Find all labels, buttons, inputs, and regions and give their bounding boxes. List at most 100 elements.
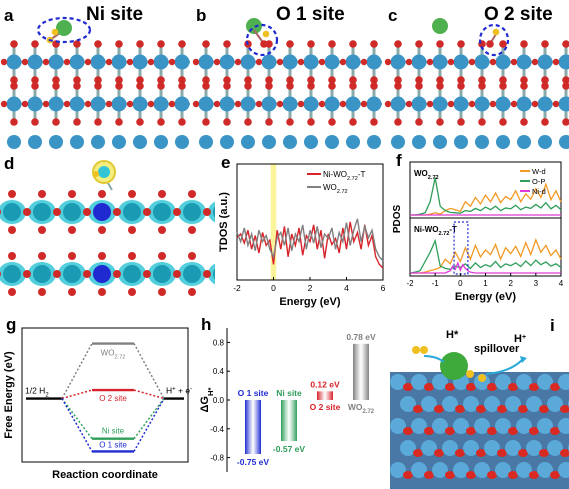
h-atom [466, 370, 474, 378]
w-atom [390, 96, 406, 112]
w-atom [63, 265, 81, 283]
panel-letter: f [396, 152, 402, 170]
w-atom [6, 96, 22, 112]
w-atom [283, 135, 297, 149]
w-atom [90, 54, 106, 70]
o-atom [457, 76, 465, 84]
structure-ni-site [0, 16, 190, 149]
o-atom [136, 76, 144, 84]
w-atom [526, 396, 542, 412]
w-atom [174, 96, 190, 112]
w-atom [433, 135, 447, 149]
o-atom [68, 288, 76, 296]
o-atom [541, 40, 549, 48]
o-atom [136, 118, 144, 126]
o-atom [38, 190, 46, 198]
o-atom [286, 40, 294, 48]
structure-o1-site [192, 18, 382, 149]
arrow-release [485, 359, 523, 375]
panel-title: O 2 site [484, 4, 553, 25]
o-atom [552, 58, 560, 66]
o-atom [223, 40, 231, 48]
w-atom [69, 54, 85, 70]
w-atom [517, 135, 531, 149]
o-atom [52, 76, 60, 84]
o-atom [213, 100, 221, 108]
w-atom [240, 96, 256, 112]
x-tick-label: -2 [406, 279, 414, 288]
h-atom [412, 346, 420, 354]
o-atom [426, 58, 434, 66]
o-atom [499, 76, 507, 84]
o-atom [178, 82, 186, 90]
panel-letter: i [550, 316, 555, 335]
legend-label: WO2.72 [323, 183, 348, 195]
w-atom [48, 96, 64, 112]
w-atom [411, 54, 427, 70]
o-atom [529, 471, 539, 479]
x-axis-label: Energy (eV) [455, 291, 516, 303]
panel-b: b O 1 site [192, 0, 382, 150]
h-atom [98, 166, 110, 178]
connector [61, 398, 93, 452]
w-atom [153, 203, 171, 221]
o-atom [455, 449, 465, 457]
w-atom [463, 440, 479, 456]
o-atom [157, 82, 165, 90]
w-atom [526, 440, 542, 456]
o-atom [499, 40, 507, 48]
panel-d: d [0, 152, 215, 307]
w-atom [3, 203, 21, 221]
o-atom [10, 118, 18, 126]
highlight-ring [478, 23, 510, 57]
w-atom [547, 396, 563, 412]
panel-c: c O 2 site [384, 0, 569, 150]
o-atom [128, 288, 136, 296]
o-atom [403, 383, 413, 391]
y-tick-label: 0.0 [213, 396, 225, 405]
start-label: 1/2 H2 [25, 386, 49, 399]
panel-e: -2 0 2 4 6 Energy (eV) TDOS (a.u.) Ni-WO2.72-T W… [215, 152, 390, 310]
o-atom [10, 40, 18, 48]
o-atom [508, 383, 518, 391]
w-atom [93, 265, 111, 283]
plot-frame [21, 327, 189, 463]
o-atom [510, 100, 518, 108]
x-axis-label: Reaction coordinate [52, 469, 158, 481]
h-atom [51, 28, 59, 36]
o-atom [436, 40, 444, 48]
o-atom [84, 58, 92, 66]
w-atom [537, 54, 553, 70]
o-atom [0, 100, 8, 108]
bar-value-label: -0.75 eV [237, 457, 269, 467]
w-atom [474, 418, 490, 434]
o-atom [98, 190, 106, 198]
o-atom [415, 82, 423, 90]
end-label: H+ + e- [166, 386, 192, 396]
label-hstar: H* [446, 329, 459, 341]
w-atom [421, 396, 437, 412]
o-atom [468, 58, 476, 66]
fermi-box [453, 221, 469, 275]
highlight-ring [245, 23, 279, 57]
w-atom [48, 54, 64, 70]
h-atom [93, 171, 99, 177]
o-atom [445, 471, 455, 479]
w-atom [400, 396, 416, 412]
x-tick-label: -1 [432, 279, 440, 288]
o-atom [147, 58, 155, 66]
o-atom [173, 208, 181, 216]
w-atom [538, 135, 552, 149]
o-atom [508, 427, 518, 435]
o-atom [192, 100, 200, 108]
h-atom [420, 346, 428, 354]
w-atom [111, 54, 127, 70]
o-atom [541, 118, 549, 126]
charge-isosurface [208, 201, 215, 223]
w-atom [537, 374, 553, 390]
label-spillover: spillover [474, 343, 520, 355]
h-atom [492, 28, 500, 36]
o-atom [21, 100, 29, 108]
w-atom [484, 440, 500, 456]
w-atom [400, 440, 416, 456]
